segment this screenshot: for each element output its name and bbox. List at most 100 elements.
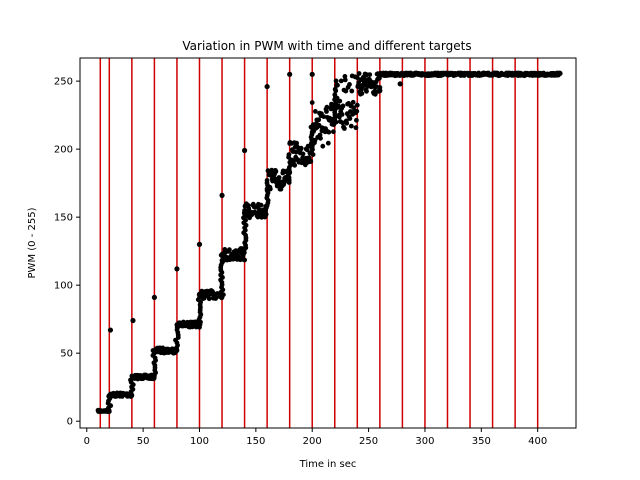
- data-point: [354, 108, 360, 114]
- y-tick-label: 100: [54, 281, 73, 292]
- data-point: [276, 175, 282, 180]
- data-point: [310, 122, 316, 128]
- data-point: [340, 103, 346, 109]
- data-point: [333, 78, 339, 84]
- data-point: [326, 129, 332, 135]
- transition-6: [218, 252, 226, 298]
- outlier-point-4: [196, 241, 203, 247]
- data-point: [263, 211, 269, 217]
- outlier-point-7: [264, 83, 270, 90]
- outlier-point-8: [287, 71, 293, 77]
- data-point: [258, 202, 264, 208]
- data-point: [174, 322, 180, 327]
- outlier-point-0: [107, 327, 114, 333]
- data-point: [340, 120, 345, 126]
- transition-2: [128, 375, 136, 397]
- transition-4: [173, 322, 181, 353]
- x-axis-label: Time in sec: [299, 459, 357, 470]
- data-point: [343, 88, 349, 94]
- data-point: [318, 135, 323, 141]
- y-axis-label: PWM (0 - 255): [27, 207, 38, 278]
- data-point: [367, 72, 373, 77]
- transition-7: [240, 208, 249, 258]
- data-point: [325, 140, 331, 146]
- data-point: [344, 120, 350, 126]
- data-point: [300, 151, 306, 157]
- data-point: [196, 292, 202, 298]
- transition-8: [263, 178, 271, 213]
- transition-9: [285, 152, 294, 183]
- data-point: [339, 112, 345, 117]
- outlier-point-1: [130, 317, 136, 324]
- y-tick-label: 200: [54, 145, 73, 156]
- outlier-point-6: [241, 147, 248, 154]
- x-tick-label: 100: [190, 436, 209, 447]
- axes-frame: [79, 57, 577, 429]
- x-tick-label: 250: [359, 436, 378, 447]
- data-point: [348, 123, 354, 129]
- data-point: [273, 169, 279, 174]
- data-point: [347, 82, 352, 87]
- transition-1: [105, 391, 114, 413]
- outlier-point-10: [377, 88, 383, 94]
- data-point: [356, 71, 362, 76]
- data-point: [349, 88, 355, 94]
- data-point: [342, 77, 348, 83]
- outlier-point-9: [309, 71, 315, 77]
- data-point: [304, 147, 310, 153]
- y-tick-label: 250: [54, 77, 73, 88]
- y-tick-label: 0: [67, 417, 73, 428]
- outlier-point-3: [174, 266, 180, 272]
- x-axis: 0 50 100 150 200 250 300 350 400: [84, 428, 547, 447]
- data-point: [321, 114, 327, 119]
- outlier-point-5: [219, 192, 225, 198]
- data-point: [350, 99, 356, 105]
- data-segment-11: [332, 73, 360, 131]
- x-tick-label: 400: [528, 436, 547, 447]
- x-tick-label: 200: [303, 436, 322, 447]
- chart-title: Variation in PWM with time and different…: [182, 39, 471, 53]
- data-point: [292, 162, 298, 168]
- data-point: [332, 92, 338, 98]
- data-point: [331, 129, 336, 135]
- data-point: [347, 116, 353, 121]
- y-axis: 0 50 100 150 200 250: [54, 77, 80, 428]
- data-point: [313, 109, 318, 114]
- x-tick-label: 350: [472, 436, 491, 447]
- plot-area: [95, 58, 563, 428]
- data-point: [359, 91, 365, 96]
- data-point: [342, 74, 348, 79]
- data-point: [96, 407, 102, 413]
- outlier-point-2: [151, 294, 157, 301]
- x-tick-label: 150: [246, 436, 265, 447]
- data-point: [293, 149, 299, 155]
- data-point: [372, 91, 378, 97]
- data-point: [227, 247, 232, 253]
- data-segment-4: [174, 319, 202, 330]
- data-segment-13: [377, 70, 563, 79]
- data-point: [354, 117, 359, 123]
- data-point: [337, 98, 343, 104]
- data-point: [242, 257, 248, 263]
- data-point: [335, 82, 340, 88]
- x-tick-label: 50: [137, 436, 150, 447]
- transition-11: [330, 92, 339, 128]
- data-point: [218, 252, 224, 258]
- data-point: [324, 109, 329, 114]
- data-point: [308, 159, 314, 164]
- y-tick-label: 150: [54, 213, 73, 224]
- data-point: [242, 208, 248, 213]
- data-point: [108, 391, 113, 397]
- data-point: [557, 71, 563, 76]
- data-point: [351, 105, 356, 111]
- data-point: [324, 104, 330, 110]
- data-point: [206, 296, 212, 302]
- data-point: [130, 375, 136, 381]
- data-point: [354, 102, 360, 108]
- data-point: [342, 126, 347, 131]
- data-point: [364, 88, 369, 94]
- data-point: [361, 75, 367, 81]
- data-point: [336, 103, 341, 109]
- data-point: [354, 75, 360, 81]
